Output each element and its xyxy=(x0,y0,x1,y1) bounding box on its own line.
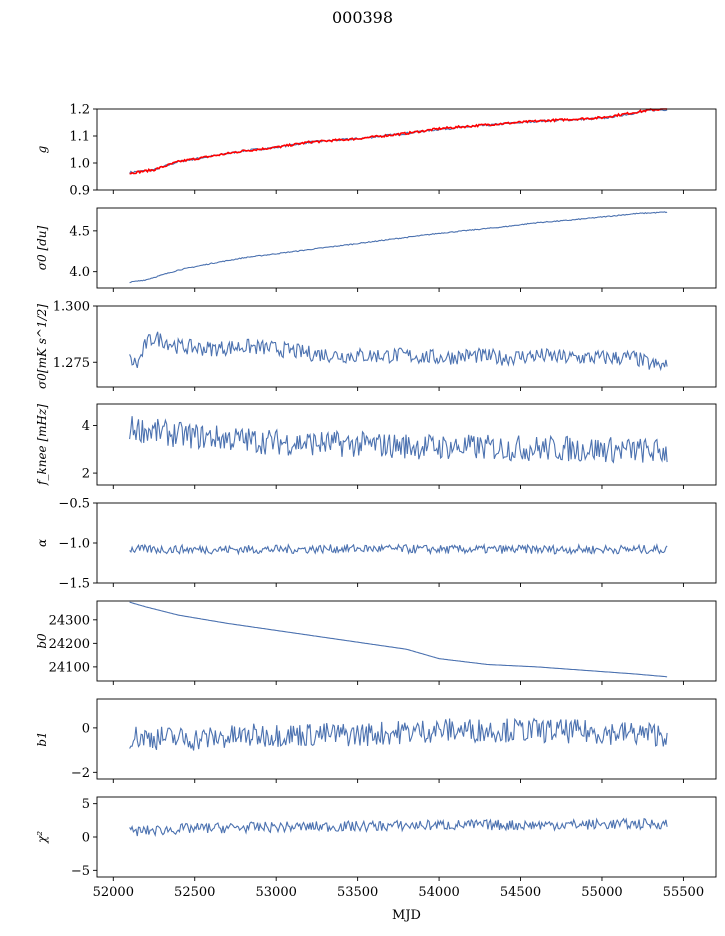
panel-8: −5 0 5 χ² xyxy=(35,796,717,881)
y-axis-label: b1 xyxy=(35,731,49,746)
x-tick-label: 55500 xyxy=(663,885,704,900)
x-tick-label: 54500 xyxy=(500,885,541,900)
y-tick-label: 4.0 xyxy=(69,265,90,280)
y-axis-label: g xyxy=(35,145,49,153)
axes-frame xyxy=(96,796,717,878)
y-tick-label: 24200 xyxy=(49,637,90,652)
y-axis-label: α xyxy=(35,539,49,547)
y-tick-label: 0 xyxy=(82,831,90,846)
y-tick-label: 24300 xyxy=(49,613,90,628)
x-axis-label: MJD xyxy=(392,908,421,923)
x-tick-label: 54000 xyxy=(418,885,459,900)
y-axis-label: χ² xyxy=(35,831,49,844)
figure-title: 000398 xyxy=(331,8,394,27)
y-axis-label: f_knee [mHz] xyxy=(35,404,49,486)
panel-1: 0.9 1.0 1.1 1.2 g xyxy=(35,103,717,199)
panel-4: 2 4 f_knee [mHz] xyxy=(35,403,717,489)
axes-frame xyxy=(96,108,717,191)
y-tick-label: 1.300 xyxy=(53,300,90,315)
series-line-1 xyxy=(129,331,668,372)
y-tick-label: 24100 xyxy=(49,660,90,675)
x-tick-label: 52500 xyxy=(174,885,215,900)
y-tick-label: −5 xyxy=(71,864,90,879)
panel-2: 4.0 4.5 σ0 [du] xyxy=(35,207,717,292)
y-tick-label: 0.9 xyxy=(69,184,90,199)
axes-frame xyxy=(96,502,717,584)
y-axis-label: σ0 [du] xyxy=(35,225,49,270)
y-axis-label: b0 xyxy=(35,633,49,649)
panel-3: 1.275 1.300 σ0[mK s^1/2] xyxy=(35,300,717,391)
y-tick-label: 1.275 xyxy=(53,356,90,371)
y-tick-label: 1.0 xyxy=(69,157,90,172)
x-tick-label: 55000 xyxy=(581,885,622,900)
axes-frame xyxy=(96,207,717,289)
y-tick-label: −2 xyxy=(71,766,90,781)
y-tick-label: 5 xyxy=(82,797,90,812)
series-line-1 xyxy=(129,601,668,678)
series-line-1 xyxy=(129,717,668,751)
series-line-1 xyxy=(129,211,668,284)
y-tick-label: 4 xyxy=(82,419,90,434)
axes-frame xyxy=(96,305,717,388)
y-axis-label: σ0[mK s^1/2] xyxy=(35,304,49,389)
panel-5: −1.5 −1.0 −0.5 α xyxy=(35,497,717,592)
series-line-1 xyxy=(129,108,668,174)
y-tick-label: 1.1 xyxy=(69,130,90,145)
series-line-1 xyxy=(129,416,668,464)
x-tick-label: 53500 xyxy=(337,885,378,900)
series-line-1 xyxy=(129,543,668,556)
series-line-2 xyxy=(129,108,668,175)
panel-7: −2 0 b1 xyxy=(35,698,717,783)
y-tick-label: 0 xyxy=(82,721,90,736)
y-tick-label: 2 xyxy=(82,467,90,482)
series-line-1 xyxy=(129,817,668,837)
y-tick-label: −1.0 xyxy=(58,537,90,552)
y-tick-label: −1.5 xyxy=(58,577,90,592)
axes-frame xyxy=(96,403,717,486)
y-tick-label: 4.5 xyxy=(69,224,90,239)
y-tick-label: 1.2 xyxy=(69,103,90,118)
x-tick-label: 52000 xyxy=(93,885,134,900)
y-tick-label: −0.5 xyxy=(58,497,90,512)
x-tick-label: 53000 xyxy=(256,885,297,900)
axes-frame xyxy=(96,600,717,682)
axes-frame xyxy=(96,698,717,780)
